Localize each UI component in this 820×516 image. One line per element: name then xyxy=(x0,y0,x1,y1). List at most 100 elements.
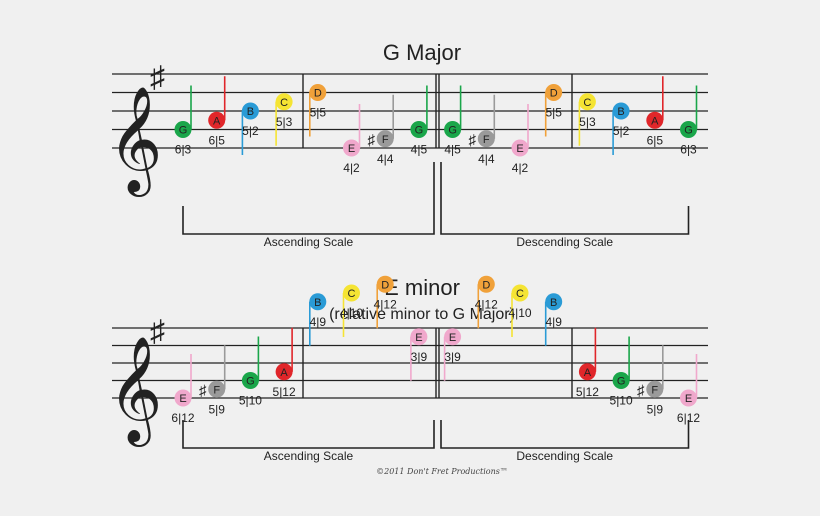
note-head xyxy=(646,111,664,129)
descending-label: Descending Scale xyxy=(516,449,613,463)
string-fret-label: 6|12 xyxy=(677,411,700,425)
note-head xyxy=(174,121,192,138)
string-fret-label: 3|9 xyxy=(411,350,428,364)
note-head xyxy=(309,84,327,101)
note-letter: D xyxy=(550,88,558,100)
top-system: G Major𝄞♯G6|3A6|5B5|2C5|3D5|5E4|2F♯4|4G4… xyxy=(108,40,708,249)
note-letter: B xyxy=(550,297,557,309)
note-E: E 6|12 xyxy=(677,354,700,425)
note-letter: F xyxy=(483,134,490,146)
note-letter: G xyxy=(617,376,626,388)
string-fret-label: 6|3 xyxy=(680,143,697,157)
string-fret-label: 4|9 xyxy=(545,315,562,329)
string-fret-label: 5|3 xyxy=(276,115,293,129)
note-head xyxy=(376,130,394,148)
bottom-title: E minor xyxy=(384,275,460,300)
string-fret-label: 5|12 xyxy=(273,385,296,399)
ascending-label: Ascending Scale xyxy=(264,235,354,249)
sharp-sign: ♯ xyxy=(469,132,477,149)
note-B: B 5|2 xyxy=(612,102,630,155)
note-head xyxy=(511,139,529,157)
note-head xyxy=(410,328,428,346)
note-G: G 6|3 xyxy=(680,85,698,157)
note-head xyxy=(343,139,360,157)
note-letter: E xyxy=(415,332,422,344)
note-D: D 4|12 xyxy=(475,275,498,329)
descending-label: Descending Scale xyxy=(516,235,613,249)
note-B: B 5|2 xyxy=(241,102,259,155)
string-fret-label: 5|2 xyxy=(613,124,630,138)
string-fret-label: 5|10 xyxy=(239,394,262,408)
note-C: C 5|3 xyxy=(578,93,596,146)
ascending-bracket xyxy=(182,162,435,235)
note-head xyxy=(612,102,630,120)
note-letter: G xyxy=(246,376,255,388)
note-A: A 6|5 xyxy=(646,76,664,147)
string-fret-label: 5|2 xyxy=(242,124,259,138)
note-letter: E xyxy=(348,143,355,155)
string-fret-label: 6|5 xyxy=(647,133,664,147)
note-letter: G xyxy=(179,125,188,137)
sharp-sign: ♯ xyxy=(367,132,375,149)
note-head xyxy=(578,363,596,381)
string-fret-label: 5|3 xyxy=(579,115,596,129)
note-F: F ♯4|4 xyxy=(367,94,395,166)
note-C: C 4|10 xyxy=(340,284,363,337)
string-fret-label: 4|12 xyxy=(475,297,498,311)
note-head xyxy=(545,84,563,101)
note-letter: A xyxy=(651,115,659,127)
note-letter: B xyxy=(247,106,254,118)
string-fret-label: 4|4 xyxy=(377,152,394,166)
note-F: F ♯5|9 xyxy=(637,345,664,416)
note-letter: C xyxy=(348,288,356,300)
note-letter: F xyxy=(382,134,389,146)
treble-clef-icon: 𝄞 xyxy=(108,87,162,197)
string-fret-label: 6|12 xyxy=(171,411,194,425)
note-letter: C xyxy=(280,97,288,109)
note-G: G 5|10 xyxy=(239,336,262,408)
note-letter: D xyxy=(314,88,322,100)
sharp-sign: ♯ xyxy=(637,382,645,399)
note-E: E 3|9 xyxy=(410,328,427,381)
string-fret-label: 5|5 xyxy=(545,106,562,120)
note-head xyxy=(376,275,394,293)
string-fret-label: 6|3 xyxy=(175,143,192,157)
note-D: D 5|5 xyxy=(308,84,327,137)
note-A: A 5|12 xyxy=(273,327,296,399)
string-fret-label: 4|10 xyxy=(508,306,531,320)
string-fret-label: 4|10 xyxy=(340,306,363,320)
note-C: C 4|10 xyxy=(508,284,532,337)
note-letter: E xyxy=(685,393,692,405)
string-fret-label: 5|9 xyxy=(208,402,225,416)
string-fret-label: 5|9 xyxy=(647,402,664,416)
sharp-sign: ♯ xyxy=(199,382,207,399)
note-G: G 5|10 xyxy=(610,336,633,408)
note-B: B 4|9 xyxy=(308,293,326,346)
note-head xyxy=(646,380,664,398)
ascending-label: Ascending Scale xyxy=(264,449,354,463)
note-letter: G xyxy=(415,125,424,137)
string-fret-label: 3|9 xyxy=(444,350,461,364)
string-fret-label: 5|10 xyxy=(610,394,633,408)
note-head xyxy=(275,93,293,111)
note-letter: B xyxy=(314,297,321,309)
note-letter: D xyxy=(381,279,389,291)
note-letter: A xyxy=(280,367,288,379)
key-signature-sharp: ♯ xyxy=(150,61,165,94)
note-letter: A xyxy=(213,115,221,127)
note-F: F ♯4|4 xyxy=(469,94,496,166)
note-head xyxy=(410,121,428,138)
note-letter: D xyxy=(482,279,490,291)
note-letter: F xyxy=(213,384,220,396)
string-fret-label: 4|12 xyxy=(374,297,397,311)
bottom-system: E minor(relative minor to G Major)𝄞♯E6|1… xyxy=(108,275,708,463)
note-letter: G xyxy=(684,125,693,137)
treble-clef-icon: 𝄞 xyxy=(108,337,162,447)
note-B: B 4|9 xyxy=(544,293,562,346)
note-head xyxy=(343,284,360,302)
note-head xyxy=(275,363,293,381)
note-C: C 5|3 xyxy=(275,93,293,146)
note-head xyxy=(511,284,529,302)
